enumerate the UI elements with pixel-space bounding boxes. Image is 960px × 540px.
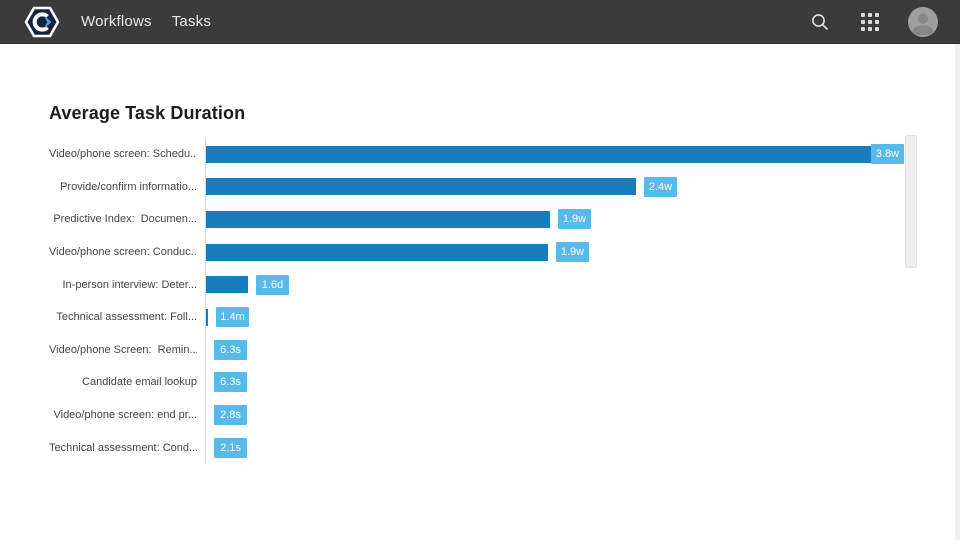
value-badge: 3.8w: [871, 144, 904, 165]
duration-bar[interactable]: [206, 178, 636, 196]
user-avatar[interactable]: [908, 6, 938, 37]
avg-task-duration-chart: Video/phone screen: Schedu... 3.8w Provide…: [49, 138, 917, 464]
bar-area: 6.3s: [206, 366, 905, 399]
value-badge: 1.9w: [556, 242, 589, 263]
bar-area: 3.8w: [206, 138, 905, 171]
top-navbar: Workflows Tasks: [0, 0, 960, 44]
bar-area: 2.1s: [206, 431, 905, 464]
duration-bar[interactable]: [206, 145, 871, 163]
bar-area: 2.8s: [206, 399, 905, 432]
bar-area: 1.9w: [206, 236, 905, 269]
value-badge: 6.3s: [214, 372, 247, 393]
duration-bar[interactable]: [206, 243, 548, 261]
chart-row: Provide/confirm informatio... 2.4w: [49, 171, 917, 204]
apps-menu-button[interactable]: [858, 10, 882, 34]
value-badge: 2.1s: [214, 437, 247, 458]
chart-axis-line: [205, 138, 206, 464]
bar-area: 2.4w: [206, 171, 905, 204]
bar-area: 1.4m: [206, 301, 905, 334]
value-badge: 2.8s: [214, 405, 247, 426]
chart-row: In-person interview: Deter... 1.6d: [49, 268, 917, 301]
search-button[interactable]: [808, 10, 832, 34]
page-scrollbar[interactable]: [955, 44, 960, 540]
duration-bar[interactable]: [206, 210, 550, 228]
bar-label: Video/phone screen: end pr...: [53, 409, 197, 422]
chart-row: Video/phone screen: end pr... 2.8s: [49, 399, 917, 432]
chart-row: Candidate email lookup 6.3s: [49, 366, 917, 399]
bar-label: Provide/confirm informatio...: [60, 180, 197, 193]
search-icon: [812, 13, 828, 30]
bar-label: Video/phone screen: Conduc...: [49, 246, 197, 259]
person-icon: [912, 12, 934, 35]
nav-item-workflows[interactable]: Workflows: [81, 13, 152, 30]
chart-title: Average Task Duration: [49, 103, 246, 123]
bar-label: In-person interview: Deter...: [62, 278, 197, 291]
nav-item-tasks[interactable]: Tasks: [171, 13, 212, 30]
value-badge: 1.6d: [256, 274, 289, 295]
duration-bar[interactable]: [206, 308, 208, 326]
bar-label: Technical assessment: Cond...: [49, 441, 197, 454]
navbar-actions: [808, 6, 938, 37]
duration-bar[interactable]: [206, 276, 248, 294]
bar-label: Predictive Index: Documen...: [53, 213, 197, 226]
value-badge: 2.4w: [644, 176, 677, 197]
bar-area: 1.9w: [206, 203, 905, 236]
chart-row: Predictive Index: Documen... 1.9w: [49, 203, 917, 236]
bar-label: Video/phone Screen: Remin...: [49, 343, 197, 356]
chart-row: Technical assessment: Cond... 2.1s: [49, 431, 917, 464]
value-badge: 1.9w: [558, 209, 591, 230]
chart-row: Video/phone screen: Conduc... 1.9w: [49, 236, 917, 269]
bar-area: 6.3s: [206, 334, 905, 367]
app-logo[interactable]: [23, 4, 61, 40]
bar-label: Candidate email lookup: [82, 376, 197, 389]
bar-label: Video/phone screen: Schedu...: [49, 148, 197, 161]
chart-row: Video/phone Screen: Remin... 6.3s: [49, 334, 917, 367]
chart-scrollbar-thumb[interactable]: [905, 135, 917, 268]
apps-grid-icon: [861, 12, 879, 31]
bar-area: 1.6d: [206, 268, 905, 301]
value-badge: 6.3s: [214, 339, 247, 360]
value-badge: 1.4m: [216, 307, 249, 328]
chart-row: Technical assessment: Foll... 1.4m: [49, 301, 917, 334]
hexagon-c-logo-icon: [24, 6, 60, 37]
bar-label: Technical assessment: Foll...: [56, 311, 197, 324]
primary-nav: Workflows Tasks: [81, 9, 211, 34]
chart-row: Video/phone screen: Schedu... 3.8w: [49, 138, 917, 171]
